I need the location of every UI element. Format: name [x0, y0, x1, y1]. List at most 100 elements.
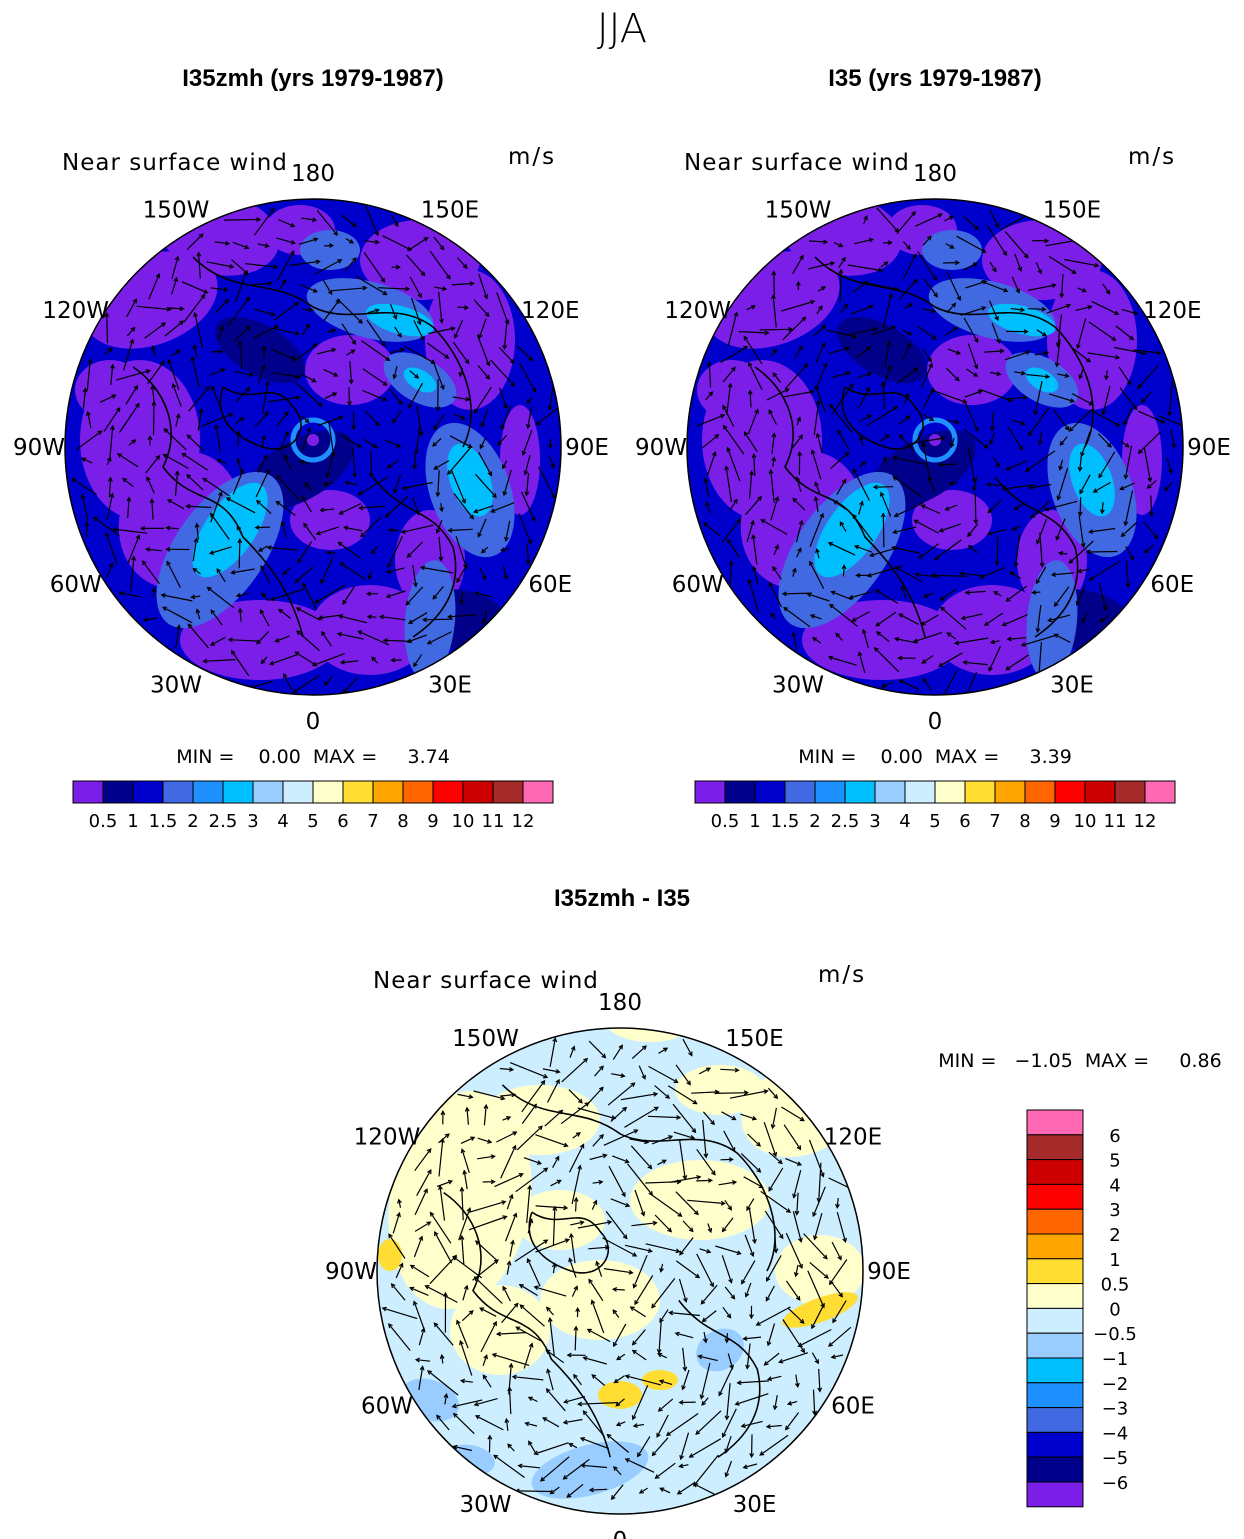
coastline-right: [994, 476, 1079, 638]
wind-vector-right: [1030, 500, 1051, 518]
wind-vector-head-diff: [742, 1336, 748, 1341]
wind-vector-right: [989, 210, 999, 228]
longitude-label-right-150w: 150W: [765, 198, 832, 224]
wind-vector-head-right: [868, 237, 874, 243]
colorbar-left-swatch: [102, 780, 134, 804]
wind-vector-head-right: [810, 299, 816, 305]
wind-vector-right: [904, 393, 909, 404]
wind-vector-head-left: [209, 641, 216, 646]
wind-vector-right: [956, 235, 986, 253]
wind-vector-left: [409, 276, 422, 298]
wind-vector-head-right: [795, 280, 801, 286]
wind-vector-right: [1014, 253, 1022, 272]
wind-vector-diff: [508, 1387, 512, 1415]
wind-vector-head-right: [1163, 486, 1169, 492]
wind-vector-head-left: [499, 547, 506, 552]
wind-vector-head-left: [358, 505, 364, 511]
wind-vector-diff: [631, 1222, 657, 1227]
wind-vector-head-left: [269, 596, 275, 602]
wind-vector-head-diff: [730, 1294, 736, 1300]
wind-vector-right: [838, 257, 846, 268]
wind-vector-head-left: [296, 630, 302, 636]
wind-vector-head-right: [912, 638, 918, 643]
wind-vector-left: [289, 260, 320, 267]
wind-vector-left: [300, 460, 310, 465]
wind-vector-diff: [743, 1336, 762, 1340]
wind-vector-diff: [630, 1145, 652, 1169]
wind-vector-head-diff: [613, 1378, 619, 1384]
wind-vector-head-left: [330, 451, 336, 458]
wind-vector-left: [127, 497, 130, 519]
wind-vector-left: [321, 631, 332, 647]
wind-vector-head-diff: [661, 1159, 667, 1164]
wind-vector-right: [773, 545, 779, 556]
wind-vector-head-left: [500, 425, 505, 431]
wind-vector-diff: [575, 1197, 577, 1212]
wind-vector-head-right: [841, 478, 847, 484]
wind-vector-left: [390, 214, 399, 227]
wind-vector-diff: [534, 1286, 567, 1297]
wind-vector-left: [255, 469, 270, 498]
wind-vector-head-diff: [584, 1102, 590, 1107]
wind-vector-right: [904, 303, 913, 309]
wind-vector-head-diff: [452, 1444, 458, 1450]
wind-vector-head-diff: [579, 1437, 585, 1442]
wind-vector-head-left: [186, 434, 192, 440]
wind-vector-head-right: [788, 326, 794, 332]
field-negative-diff-region: [696, 1328, 744, 1372]
wind-vector-left: [408, 612, 428, 624]
colorbar-diff-label: −2: [1102, 1374, 1129, 1395]
wind-vector-right: [772, 372, 782, 383]
wind-vector-left: [235, 417, 244, 425]
wind-vector-diff: [612, 1155, 629, 1163]
wind-vector-head-diff: [797, 1237, 803, 1243]
wind-vector-head-left: [107, 476, 113, 482]
panel-right-units: m/s: [1128, 144, 1176, 170]
wind-vector-diff: [589, 1488, 608, 1491]
wind-vector-head-diff: [819, 1172, 825, 1178]
wind-vector-diff: [766, 1424, 782, 1428]
wind-vector-diff: [561, 1058, 588, 1083]
wind-vector-head-left: [160, 593, 166, 598]
wind-vector-right: [941, 670, 958, 695]
wind-vector-head-right: [1025, 350, 1031, 355]
wind-vector-head-diff: [736, 1250, 742, 1256]
wind-vector-right: [850, 305, 873, 315]
wind-vector-head-left: [291, 355, 297, 361]
wind-vector-head-right: [873, 646, 879, 652]
wind-vector-right: [748, 471, 753, 499]
wind-vector-head-right: [814, 481, 819, 487]
wind-vector-head-diff: [434, 1230, 439, 1237]
wind-vector-left: [416, 405, 423, 436]
colorbar-right-label: 12: [1134, 811, 1157, 832]
wind-vector-head-left: [109, 363, 115, 369]
wind-vector-diff: [580, 1437, 610, 1450]
wind-vector-head-right: [1085, 357, 1091, 363]
wind-vector-head-left: [239, 468, 244, 475]
wind-vector-diff: [581, 1464, 608, 1469]
wind-vector-head-diff: [545, 1349, 551, 1355]
wind-vector-head-left: [333, 372, 339, 377]
wind-vector-diff: [612, 1044, 623, 1060]
wind-vector-head-left: [352, 472, 358, 479]
wind-vector-head-left: [405, 286, 411, 292]
wind-vector-diff: [521, 1080, 545, 1113]
wind-vector-diff: [592, 1134, 604, 1147]
wind-vector-head-diff: [545, 1388, 551, 1394]
wind-vector-head-right: [1168, 468, 1173, 475]
coastline-right: [754, 366, 926, 638]
colorbar-diff-swatch: [1026, 1208, 1084, 1235]
wind-vector-head-left: [422, 617, 428, 623]
wind-vector-head-left: [303, 522, 308, 528]
wind-vector-left: [457, 306, 468, 309]
wind-vector-diff: [702, 1111, 715, 1125]
wind-vector-right: [721, 518, 741, 543]
wind-vector-left: [144, 617, 158, 621]
wind-vector-head-right: [1076, 344, 1081, 350]
wind-vector-head-right: [827, 542, 833, 547]
wind-vector-head-diff: [656, 1348, 662, 1355]
wind-vector-head-diff: [731, 1180, 738, 1185]
wind-vector-right: [939, 463, 957, 466]
wind-vector-head-right: [872, 484, 878, 490]
wind-vector-right: [902, 343, 911, 360]
